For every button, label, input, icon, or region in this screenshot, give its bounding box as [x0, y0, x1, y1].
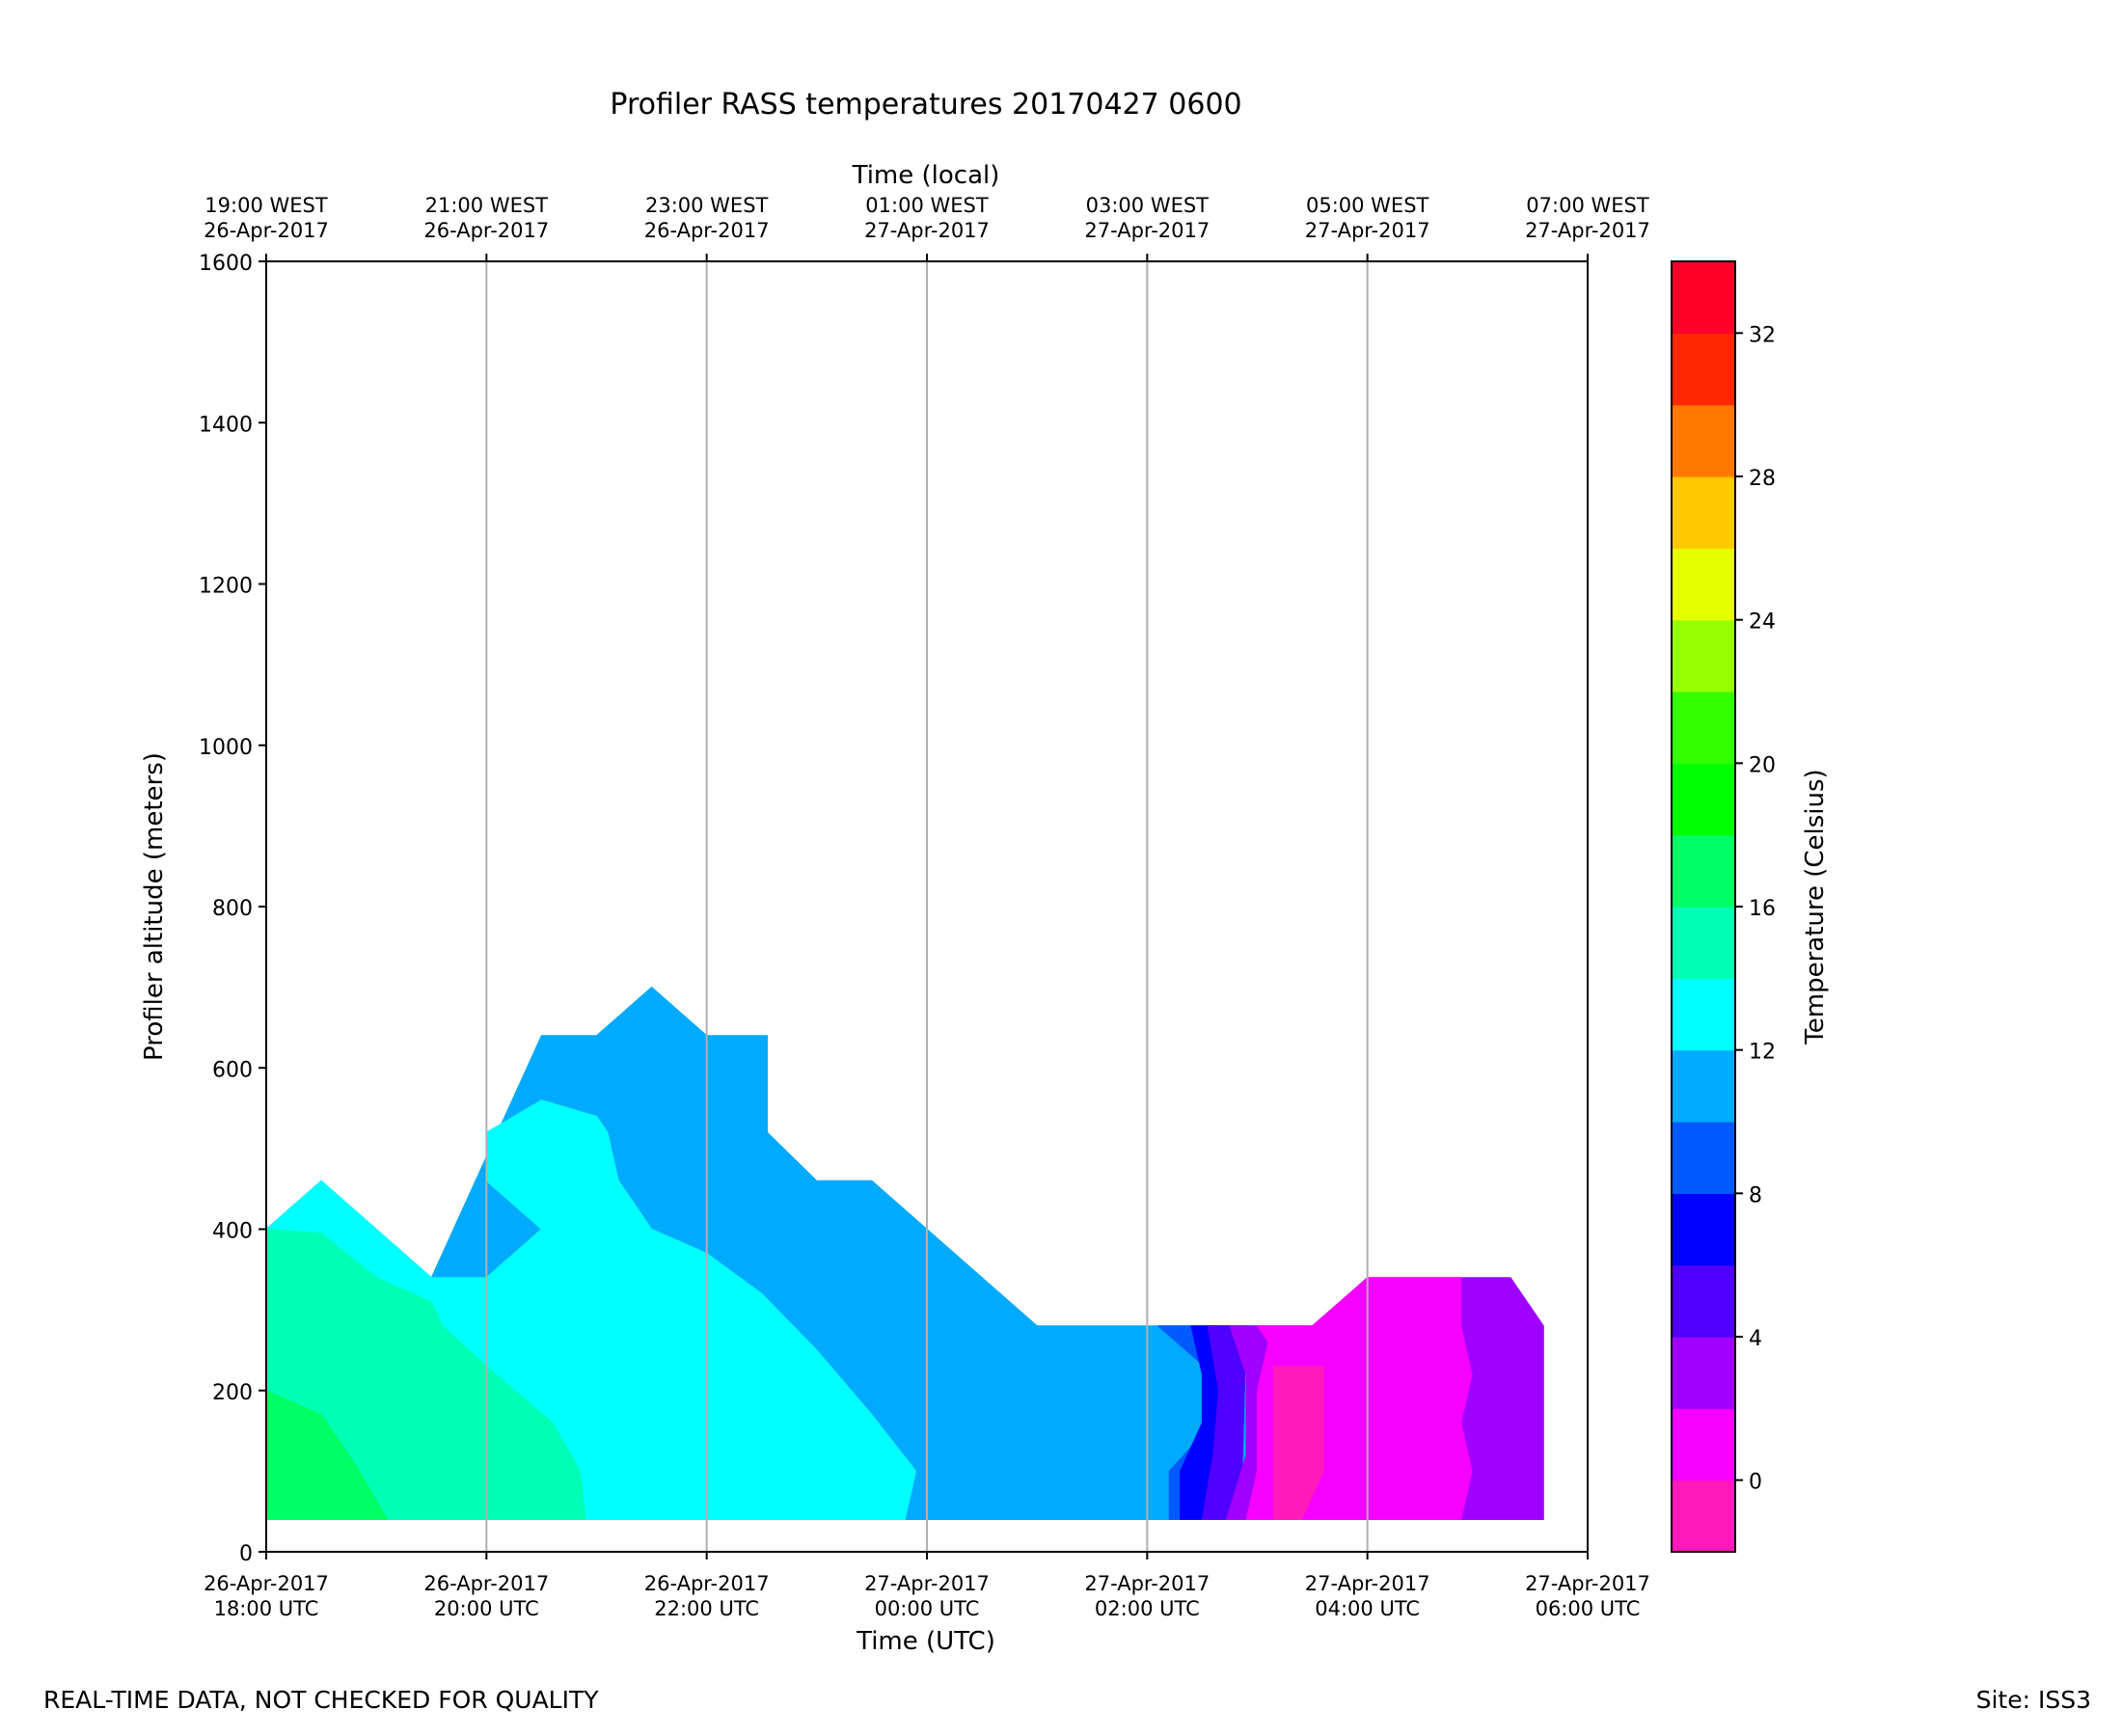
colorbar-tick-label: 0	[1749, 1471, 1762, 1495]
colorbar-tick-label: 8	[1749, 1183, 1762, 1207]
x-tick-label-date: 26-Apr-2017	[423, 1572, 549, 1595]
colorbar-segment	[1672, 404, 1735, 477]
top-x-tick-label-time: 01:00 WEST	[865, 194, 989, 217]
colorbar-tick-label: 4	[1749, 1327, 1762, 1351]
y-tick-label: 0	[239, 1542, 253, 1566]
x-tick-label-time: 00:00 UTC	[875, 1597, 980, 1620]
top-x-tick-label-time: 21:00 WEST	[425, 194, 549, 217]
x-tick-label-time: 18:00 UTC	[214, 1597, 319, 1620]
x-tick-label-time: 20:00 UTC	[434, 1597, 539, 1620]
y-tick-label: 200	[212, 1381, 253, 1405]
y-tick-label: 1200	[199, 575, 253, 599]
y-tick-label: 800	[212, 897, 253, 921]
colorbar-frame	[1671, 260, 1736, 1553]
colorbar-segment	[1672, 978, 1735, 1051]
colorbar-segment	[1672, 261, 1735, 334]
colorbar-segment	[1672, 1337, 1735, 1409]
colorbar-tick-label: 24	[1749, 610, 1776, 635]
colorbar-segment	[1672, 619, 1735, 692]
x-tick-label-time: 02:00 UTC	[1095, 1597, 1200, 1620]
colorbar-segment	[1672, 1408, 1735, 1481]
colorbar-tick-label: 32	[1749, 323, 1776, 347]
contour-fills	[265, 986, 1544, 1520]
colorbar-segment	[1672, 548, 1735, 621]
top-x-tick-label-time: 05:00 WEST	[1306, 194, 1429, 217]
y-tick-label: 1600	[199, 252, 253, 276]
top-x-axis-label: Time (local)	[852, 161, 1000, 190]
top-x-tick-label-date: 26-Apr-2017	[423, 219, 549, 242]
y-tick-label: 1000	[199, 736, 253, 760]
colorbar-segment	[1672, 1049, 1735, 1123]
colorbar-tick-label: 20	[1749, 753, 1776, 777]
colorbar-segment	[1672, 763, 1735, 836]
colorbar-segment	[1672, 476, 1735, 549]
top-x-tick-label-date: 26-Apr-2017	[644, 219, 770, 242]
top-x-tick-label-date: 27-Apr-2017	[864, 219, 990, 242]
y-axis-label: Profiler altitude (meters)	[140, 752, 169, 1061]
colorbar-segment	[1672, 1193, 1735, 1266]
top-x-tick-label-time: 23:00 WEST	[645, 194, 769, 217]
colorbar-label: Temperature (Celsius)	[1801, 769, 1830, 1044]
x-axis-label: Time (UTC)	[856, 1627, 995, 1656]
y-tick-label: 400	[212, 1220, 253, 1244]
site-label: Site: ISS3	[1975, 1686, 2091, 1714]
colorbar-tick-label: 16	[1749, 897, 1776, 921]
colorbar-segment	[1672, 834, 1735, 908]
x-tick-label-time: 06:00 UTC	[1536, 1597, 1641, 1620]
x-tick-label-time: 04:00 UTC	[1315, 1597, 1420, 1620]
colorbar-segment	[1672, 907, 1735, 979]
vertical-gridlines	[485, 261, 1369, 1552]
colorbar-segment	[1672, 692, 1735, 764]
top-x-tick-label-date: 27-Apr-2017	[1084, 219, 1210, 242]
top-x-tick-label-time: 07:00 WEST	[1526, 194, 1649, 217]
y-tick-label: 1400	[199, 413, 253, 437]
colorbar-segment	[1672, 1264, 1735, 1338]
x-tick-label-time: 22:00 UTC	[654, 1597, 759, 1620]
colorbar-tick-label: 28	[1749, 467, 1776, 491]
contour-region--2-0	[1273, 1366, 1324, 1520]
colorbar-segment	[1672, 1479, 1735, 1553]
colorbar-segment	[1672, 1122, 1735, 1194]
colorbar: 0 4 8 12 16 20 24 28 32	[1672, 261, 1776, 1553]
top-x-tick-label-time: 19:00 WEST	[204, 194, 328, 217]
top-x-tick-label-time: 03:00 WEST	[1086, 194, 1210, 217]
y-tick-label: 600	[212, 1058, 253, 1082]
y-axis-ticks: 0 200 400 600 800 1000 1200 1400 1600	[199, 252, 266, 1566]
chart-title: Profiler RASS temperatures 20170427 0600	[610, 88, 1241, 122]
x-tick-label-date: 27-Apr-2017	[1305, 1572, 1430, 1595]
colorbar-segment	[1672, 333, 1735, 406]
x-tick-label-date: 27-Apr-2017	[1525, 1572, 1650, 1595]
top-x-tick-label-date: 26-Apr-2017	[204, 219, 329, 242]
colorbar-tick-label: 12	[1749, 1041, 1776, 1065]
x-tick-label-date: 27-Apr-2017	[864, 1572, 990, 1595]
quality-disclaimer: REAL-TIME DATA, NOT CHECKED FOR QUALITY	[43, 1686, 599, 1714]
top-x-tick-label-date: 27-Apr-2017	[1305, 219, 1430, 242]
x-tick-label-date: 26-Apr-2017	[644, 1572, 770, 1595]
x-tick-label-date: 27-Apr-2017	[1084, 1572, 1210, 1595]
top-x-tick-label-date: 27-Apr-2017	[1525, 219, 1650, 242]
x-tick-label-date: 26-Apr-2017	[204, 1572, 329, 1595]
